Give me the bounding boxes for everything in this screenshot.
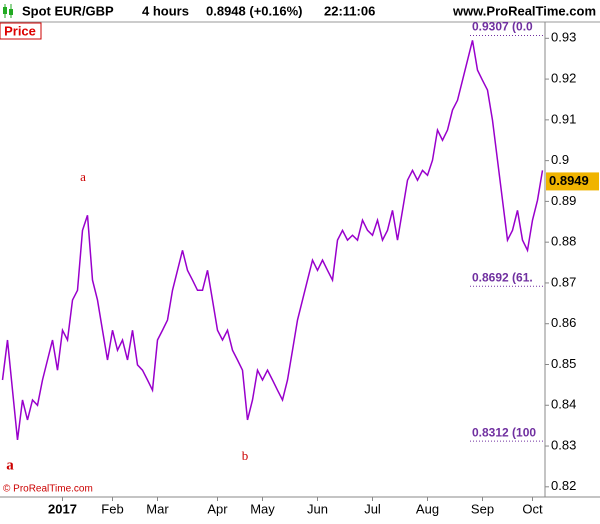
- x-tick-label: Feb: [101, 501, 123, 516]
- panel-label: Price: [4, 23, 36, 38]
- y-tick-label: 0.91: [551, 111, 576, 126]
- level-label: 0.9307 (0.0: [472, 20, 533, 34]
- last-price-label: 0.8949: [549, 173, 589, 188]
- y-tick-label: 0.88: [551, 234, 576, 249]
- site: www.ProRealTime.com: [452, 3, 596, 18]
- y-tick-label: 0.87: [551, 274, 576, 289]
- annotation: b: [242, 448, 249, 463]
- annotation: a: [80, 169, 86, 184]
- y-tick-label: 0.92: [551, 71, 576, 86]
- y-tick-label: 0.85: [551, 356, 576, 371]
- y-tick-label: 0.83: [551, 437, 576, 452]
- level-label: 0.8692 (61.: [472, 270, 533, 284]
- y-tick-label: 0.86: [551, 315, 576, 330]
- annotation: a: [6, 457, 14, 473]
- footer: © ProRealTime.com: [3, 484, 93, 495]
- x-tick-label: Sep: [471, 501, 494, 516]
- level-label: 0.8312 (100: [472, 425, 536, 439]
- x-tick-label: Apr: [207, 501, 228, 516]
- time: 22:11:06: [324, 3, 375, 18]
- x-tick-label: Jun: [307, 501, 328, 516]
- panel-label-box: [0, 22, 42, 40]
- y-tick-label: 0.89: [551, 193, 576, 208]
- quote: 0.8948 (+0.16%): [206, 3, 302, 18]
- y-tick-label: 0.9: [551, 152, 569, 167]
- period: 4 hours: [142, 3, 189, 18]
- x-tick-label: May: [250, 501, 275, 516]
- y-tick-label: 0.84: [551, 397, 576, 412]
- x-tick-label: 2017: [48, 501, 77, 516]
- instrument: Spot EUR/GBP: [22, 3, 114, 18]
- app-icon: [3, 4, 13, 18]
- x-tick-label: Aug: [416, 501, 439, 516]
- y-tick-label: 0.82: [551, 478, 576, 493]
- y-tick-label: 0.93: [551, 30, 576, 45]
- x-tick-label: Jul: [364, 501, 381, 516]
- x-tick-label: Oct: [522, 501, 543, 516]
- x-tick-label: Mar: [146, 501, 169, 516]
- price-line: [1, 40, 544, 441]
- last-price-box: [546, 172, 599, 191]
